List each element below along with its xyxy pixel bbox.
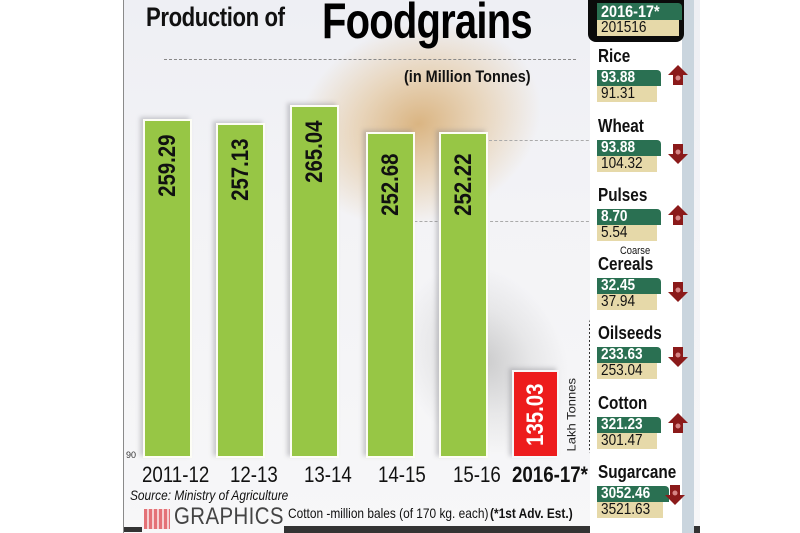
wheat-previous: 104.32	[597, 156, 657, 172]
bar-value: 257.13	[226, 138, 254, 201]
sidebar-frame	[682, 0, 694, 533]
sugarcane-previous: 3521.63	[597, 502, 663, 518]
sugarcane-current: 3052.46	[597, 486, 669, 502]
crop-name-prefix: Coarse	[620, 245, 651, 257]
crop-name-pulses: Pulses	[598, 185, 648, 205]
estimate-note: (*1st Adv. Est.)	[490, 505, 573, 521]
x-label: 13-14	[304, 462, 352, 487]
x-label: 14-15	[378, 462, 426, 487]
bar-2011-12: 259.29	[143, 119, 192, 458]
pulses-current: 8.70	[597, 209, 661, 225]
footer-rule-left	[124, 527, 142, 532]
logo-text: GRAPHICS	[174, 503, 284, 530]
arrow-up-icon	[668, 205, 688, 225]
arrow-down-icon	[668, 347, 688, 367]
lakh-tonnes-label: Lakh Tonnes	[564, 378, 579, 452]
pulses-previous: 5.54	[597, 225, 657, 241]
crop-name-wheat: Wheat	[598, 116, 644, 136]
bar-value: 259.29	[153, 134, 181, 197]
axis-baseline-label: 90	[126, 450, 137, 460]
x-label: 2011-12	[142, 462, 210, 487]
oilseeds-current: 233.63	[597, 347, 661, 363]
crop-name-sugarcane: Sugarcane	[598, 462, 677, 482]
bar-2014-15: 252.68	[366, 132, 415, 458]
x-label: 12-13	[230, 462, 278, 487]
arrow-down-icon	[665, 485, 685, 505]
bar-value: 135.03	[521, 383, 549, 446]
wheat-current: 93.88	[597, 140, 661, 156]
crop-name-cotton: Cotton	[598, 393, 648, 413]
crop-name-oilseeds: Oilseeds	[598, 323, 662, 343]
bar-2015-16: 252.22	[439, 132, 488, 458]
bar-2016-17: 135.03	[512, 370, 559, 458]
x-label-highlight: 2016-17*	[512, 462, 588, 487]
x-label: 15-16	[453, 462, 501, 487]
bar-value: 265.04	[300, 120, 328, 183]
oilseeds-previous: 253.04	[597, 363, 657, 379]
bar-2012-13: 257.13	[216, 123, 265, 458]
header-value-pill: 201516	[597, 20, 679, 36]
unit-label: (in Million Tonnes)	[404, 67, 531, 86]
cereals-current: 32.45	[597, 278, 661, 294]
cereals-previous: 37.94	[597, 294, 657, 310]
page-title: Foodgrains	[322, 0, 533, 49]
source-note: Source: Ministry of Agriculture	[130, 487, 289, 503]
cotton-unit-note: Cotton -million bales (of 170 kg. each)	[288, 505, 489, 521]
footer-rule	[284, 526, 700, 533]
arrow-down-icon	[668, 282, 688, 302]
title-prefix: Production of	[146, 2, 285, 32]
gridline	[489, 140, 599, 141]
rice-previous: 91.31	[597, 86, 657, 102]
rice-current: 93.88	[597, 70, 661, 86]
bar-2013-14: 265.04	[290, 105, 339, 458]
arrow-up-icon	[668, 65, 688, 85]
crop-name-rice: Rice	[598, 46, 631, 66]
title-divider	[164, 59, 576, 60]
pti-logo-icon	[144, 509, 170, 529]
crop-name-cereals: Cereals	[598, 254, 654, 274]
arrow-up-icon	[668, 413, 688, 433]
cotton-previous: 301.47	[597, 433, 657, 449]
arrow-down-icon	[668, 144, 688, 164]
header-year-pill: 2016-17*	[597, 3, 682, 20]
bar-value: 252.68	[376, 153, 404, 216]
bar-value: 252.22	[449, 153, 477, 216]
cotton-current: 321.23	[597, 417, 661, 433]
